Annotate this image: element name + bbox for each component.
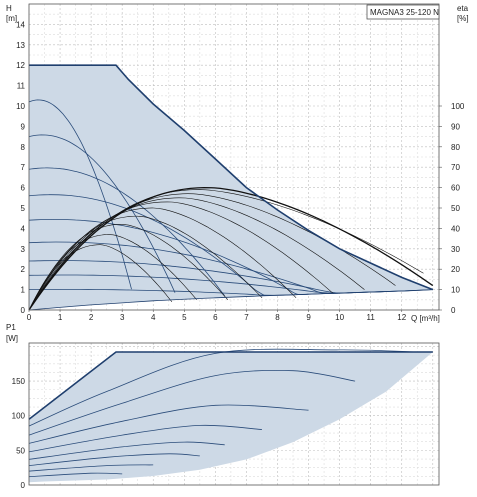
- speed-curve: [28, 260, 384, 294]
- y-tick-label: 10: [16, 102, 25, 111]
- efficiency-curve: [28, 197, 365, 311]
- y2-tick-label: 60: [451, 184, 460, 193]
- y-tick-label: 5: [21, 204, 26, 213]
- x-tick-label: 2: [89, 313, 94, 322]
- y-tick-label: 12: [16, 61, 25, 70]
- y-tick-label: 8: [21, 143, 26, 152]
- y2-tick-label: 100: [451, 102, 465, 111]
- power-curve: [28, 369, 356, 436]
- power-y-tick-label: 50: [16, 446, 25, 455]
- x-tick-label: 8: [275, 313, 280, 322]
- power-envelope-fill: [29, 352, 433, 485]
- head-axis-label-unit: [m]: [6, 14, 17, 23]
- power-envelope-area: [29, 352, 433, 485]
- x-tick-label: 10: [335, 313, 344, 322]
- efficiency-curve: [28, 201, 334, 311]
- x-tick-label: 12: [397, 313, 406, 322]
- y-tick-label: 2: [21, 265, 26, 274]
- x-tick-label: 9: [306, 313, 311, 322]
- x-tick-labels: 0 1 2 3 4 5 6 7 8 9 10 11 12: [27, 310, 407, 322]
- speed-curve: [28, 134, 176, 293]
- eta-axis-label: eta: [457, 4, 469, 13]
- efficiency-curve: [28, 244, 173, 311]
- y2-tick-labels: 0 10 20 30 40 50 60 70 80 90 100: [439, 102, 465, 315]
- x-tick-label: 3: [120, 313, 125, 322]
- y2-tick-label: 30: [451, 245, 460, 254]
- power-y-tick-labels: 0 50 100 150: [12, 377, 26, 490]
- y2-tick-label: 90: [451, 122, 460, 131]
- efficiency-curve: [28, 223, 229, 311]
- y2-tick-label: 20: [451, 265, 460, 274]
- head-envelope-area: [29, 65, 433, 310]
- efficiency-curve: [28, 234, 197, 311]
- max-head-curve: [29, 64, 434, 291]
- y2-tick-label: 0: [451, 306, 456, 315]
- y-tick-label: 3: [21, 245, 26, 254]
- speed-curve: [28, 167, 226, 297]
- x-tick-label: 0: [27, 313, 32, 322]
- power-curve: [28, 441, 225, 460]
- power-curve: [28, 348, 418, 427]
- speed-curve: [28, 194, 266, 297]
- x-tick-label: 7: [244, 313, 249, 322]
- power-y-tick-label: 100: [12, 412, 26, 421]
- y-tick-label: 0: [21, 306, 26, 315]
- power-curves: [28, 348, 418, 478]
- model-label: MAGNA3 25-120 N: [370, 8, 439, 17]
- power-chart: 0 50 100 150 P1 [W]: [6, 323, 440, 490]
- speed-curve: [28, 99, 132, 290]
- power-axis-label-unit: [W]: [6, 334, 18, 343]
- max-power-curve: [28, 351, 433, 420]
- y-tick-label: 7: [21, 163, 26, 172]
- min-head-curve: [28, 289, 433, 311]
- y-tick-label: 6: [21, 184, 26, 193]
- eta-axis-unit: [%]: [457, 14, 469, 23]
- y2-tick-label: 40: [451, 224, 460, 233]
- efficiency-curves: [28, 186, 434, 311]
- y-tick-label: 1: [21, 286, 26, 295]
- power-curve: [28, 464, 154, 472]
- y-tick-label: 9: [21, 122, 26, 131]
- power-envelope-line: [28, 351, 433, 420]
- efficiency-curve: [28, 215, 263, 311]
- head-axis-label-h: H: [6, 4, 12, 13]
- x-tick-label: 5: [182, 313, 187, 322]
- head-envelope-fill: [29, 65, 433, 310]
- power-curve: [28, 453, 200, 466]
- power-y-tick-label: 150: [12, 377, 26, 386]
- y-tick-label: 4: [21, 224, 26, 233]
- efficiency-curve: [28, 207, 297, 311]
- speed-curve: [28, 218, 309, 296]
- x-tick-label: 4: [151, 313, 156, 322]
- head-chart-frame: [28, 3, 440, 311]
- power-curve: [28, 404, 309, 444]
- x-tick-label: 11: [367, 313, 376, 322]
- y-tick-label: 14: [16, 20, 25, 29]
- power-chart-frame: [28, 342, 440, 486]
- head-envelope-line: [28, 64, 434, 311]
- efficiency-curve: [28, 186, 434, 311]
- y2-tick-label: 10: [451, 286, 460, 295]
- power-curve: [28, 424, 263, 453]
- y-tick-label: 11: [17, 82, 26, 91]
- model-label-box: [366, 4, 440, 20]
- power-axis-label-p: P1: [6, 323, 16, 332]
- power-y-tick-label: 0: [21, 481, 26, 490]
- y2-tick-label: 50: [451, 204, 460, 213]
- x-tick-label: 6: [213, 313, 218, 322]
- x-tick-label: 1: [58, 313, 63, 322]
- power-curve: [28, 472, 123, 478]
- flow-axis-label: Q [m³/h]: [411, 314, 440, 323]
- y2-tick-label: 70: [451, 163, 460, 172]
- y2-tick-label: 80: [451, 143, 460, 152]
- y-tick-label: 13: [16, 41, 25, 50]
